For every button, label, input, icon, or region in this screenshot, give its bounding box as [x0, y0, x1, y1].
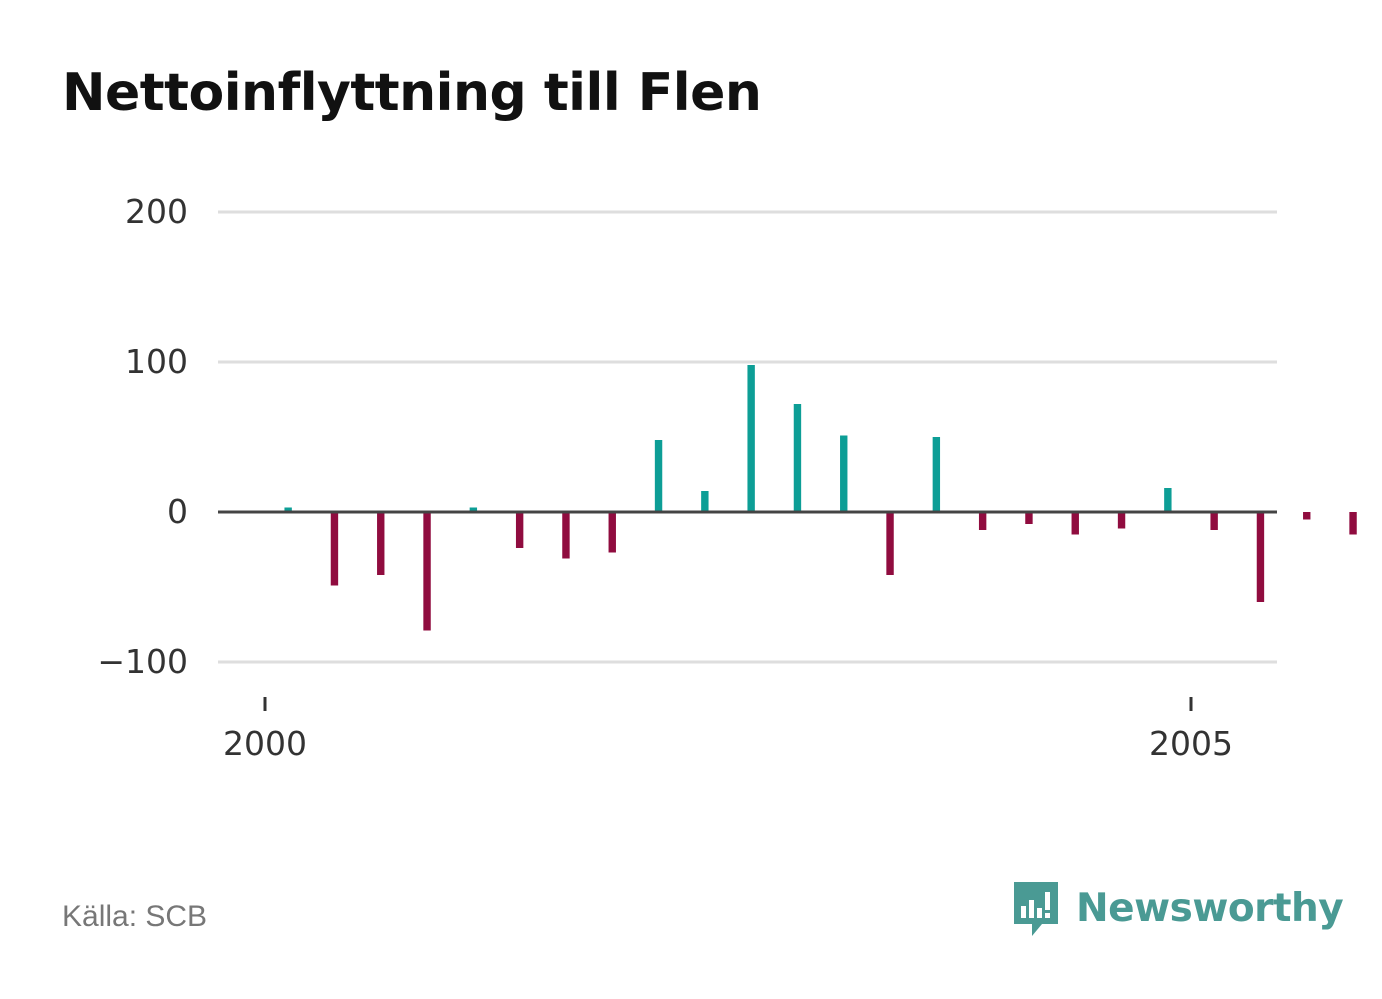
brand-name: Newsworthy: [1076, 885, 1344, 931]
bar: [701, 491, 709, 512]
y-tick-label: 0: [167, 492, 188, 531]
bar: [1117, 512, 1126, 529]
newsworthy-logo[interactable]: Newsworthy: [1010, 878, 1344, 938]
bar: [932, 437, 941, 512]
y-tick-label: −100: [97, 642, 188, 681]
bar: [1164, 488, 1172, 512]
y-tick-label: 200: [125, 192, 188, 231]
x-tick-label: 2005: [1149, 724, 1233, 763]
bar: [608, 512, 616, 553]
bar: [562, 512, 570, 559]
bar: [469, 507, 478, 512]
bar: [515, 512, 524, 548]
bar: [747, 365, 755, 512]
bar: [793, 404, 802, 512]
bar: [1071, 512, 1079, 535]
source-label: Källa: SCB: [62, 900, 208, 933]
bar: [840, 435, 848, 512]
bar: [1349, 512, 1357, 535]
bar: [654, 440, 663, 512]
bar: [1025, 512, 1033, 524]
bar: [1210, 512, 1218, 530]
bar: [1256, 512, 1265, 602]
bar: [423, 512, 431, 631]
bar: [886, 512, 894, 575]
chart-title: Nettoinflyttning till Flen: [62, 63, 762, 123]
y-tick-label: 100: [125, 342, 188, 381]
bar: [377, 512, 385, 575]
bar: [330, 512, 339, 586]
bar: [1303, 512, 1311, 520]
x-tick-label: 2000: [223, 724, 307, 763]
newsworthy-logo-icon: [1014, 882, 1058, 936]
bar: [284, 507, 292, 512]
bar: [978, 512, 987, 530]
